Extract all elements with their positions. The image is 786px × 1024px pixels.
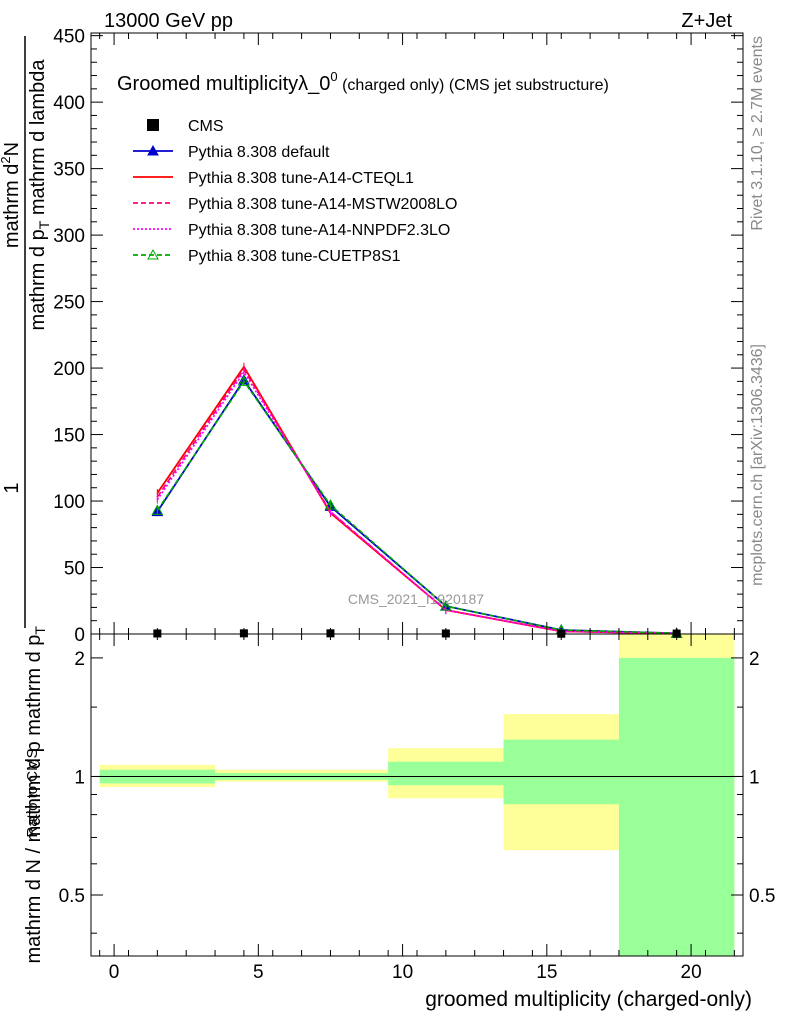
series-line bbox=[156, 367, 677, 635]
side-mcplots-label: mcplots.cern.ch [arXiv:1306.3436] bbox=[749, 344, 766, 586]
ratio-tick-label-right: 0.5 bbox=[749, 886, 775, 907]
series-line bbox=[156, 379, 677, 635]
title-sup: 0 bbox=[330, 69, 337, 84]
legend-swatch bbox=[147, 119, 159, 131]
legend-label: Pythia 8.308 tune-A14-MSTW2008LO bbox=[188, 196, 457, 213]
ratio-band-green bbox=[503, 739, 619, 805]
title-main: Groomed multiplicity bbox=[117, 73, 298, 95]
ratio-tick-label-right: 2 bbox=[749, 649, 760, 670]
x-tick-label: 15 bbox=[536, 962, 557, 983]
x-tick-label: 5 bbox=[253, 962, 264, 983]
series-marker bbox=[439, 600, 452, 611]
energy-label: 13000 GeV pp bbox=[104, 10, 233, 32]
ratio-tick-label: 1 bbox=[74, 767, 85, 788]
mc-curves bbox=[151, 362, 683, 638]
title-rest: (charged only) (CMS jet substructure) bbox=[338, 77, 609, 94]
ylabel-rhs-bottom: mathrm d pT mathrm d lambda bbox=[27, 59, 52, 331]
plot-title: Groomed multiplicityλ_00 (charged only) … bbox=[117, 69, 609, 95]
series-marker bbox=[151, 504, 164, 515]
series-marker bbox=[238, 375, 250, 386]
title-lambda: λ_0 bbox=[298, 73, 330, 95]
ratio-band-green bbox=[618, 657, 735, 956]
y-tick-label: 350 bbox=[53, 160, 85, 181]
legend: CMS Pythia 8.308 default Pythia 8.308 tune… bbox=[133, 118, 457, 265]
y-tick-label: 300 bbox=[53, 226, 85, 247]
y-tick-label: 100 bbox=[53, 492, 85, 513]
legend-item: Pythia 8.308 tune-A14-CTEQL1 bbox=[133, 170, 414, 187]
watermark: CMS_2021_I1920187 bbox=[348, 591, 484, 607]
legend-item: Pythia 8.308 tune-CUETP8S1 bbox=[133, 248, 401, 265]
legend-label: CMS bbox=[188, 118, 224, 135]
legend-item: Pythia 8.308 default bbox=[133, 144, 330, 161]
x-tick-label: 0 bbox=[109, 962, 120, 983]
legend-label: Pythia 8.308 tune-A14-CTEQL1 bbox=[188, 170, 414, 187]
ylabel-ratio: Ratio to CMS bbox=[24, 748, 41, 837]
ratio-tick-label-right: 1 bbox=[749, 767, 760, 788]
y-tick-label: 150 bbox=[53, 426, 85, 447]
y-tick-label: 0 bbox=[74, 625, 85, 646]
series-marker bbox=[324, 498, 337, 510]
process-label: Z+Jet bbox=[681, 10, 732, 32]
ratio-tick-label: 2 bbox=[74, 649, 85, 670]
legend-item: Pythia 8.308 tune-A14-NNPDF2.3LO bbox=[133, 222, 450, 239]
legend-label: Pythia 8.308 default bbox=[188, 144, 330, 161]
legend-item: Pythia 8.308 tune-A14-MSTW2008LO bbox=[133, 196, 457, 213]
y-tick-label: 50 bbox=[64, 559, 85, 580]
legend-label: Pythia 8.308 tune-A14-NNPDF2.3LO bbox=[188, 222, 450, 239]
legend-marker bbox=[147, 144, 159, 156]
legend-item: CMS bbox=[147, 118, 224, 135]
ylabel-rhs-top: mathrm d2N bbox=[0, 142, 23, 248]
series-line bbox=[156, 370, 677, 635]
ylabel-numerator: 1 bbox=[1, 482, 23, 493]
x-tick-label: 10 bbox=[392, 962, 413, 983]
xlabel: groomed multiplicity (charged-only) bbox=[425, 988, 752, 1011]
ratio-tick-label: 0.5 bbox=[59, 886, 85, 907]
axis-ticks bbox=[91, 33, 743, 956]
ylabel-denominator: mathrm d N / mathrm d p mathrm d pT bbox=[23, 626, 48, 964]
ratio-bands bbox=[99, 634, 735, 956]
ylabel-top: 1 mathrm d N / mathrm d p mathrm d pT ma… bbox=[0, 36, 52, 964]
y-tick-label: 400 bbox=[53, 93, 85, 114]
y-tick-label: 200 bbox=[53, 359, 85, 380]
y-tick-label: 450 bbox=[53, 27, 85, 48]
legend-marker bbox=[147, 248, 159, 260]
ratio-band-green bbox=[388, 761, 504, 786]
legend-label: Pythia 8.308 tune-CUETP8S1 bbox=[188, 248, 401, 265]
y-tick-label: 250 bbox=[53, 293, 85, 314]
x-tick-label: 20 bbox=[681, 962, 702, 983]
side-rivet-label: Rivet 3.1.10, ≥ 2.7M events bbox=[749, 36, 766, 231]
